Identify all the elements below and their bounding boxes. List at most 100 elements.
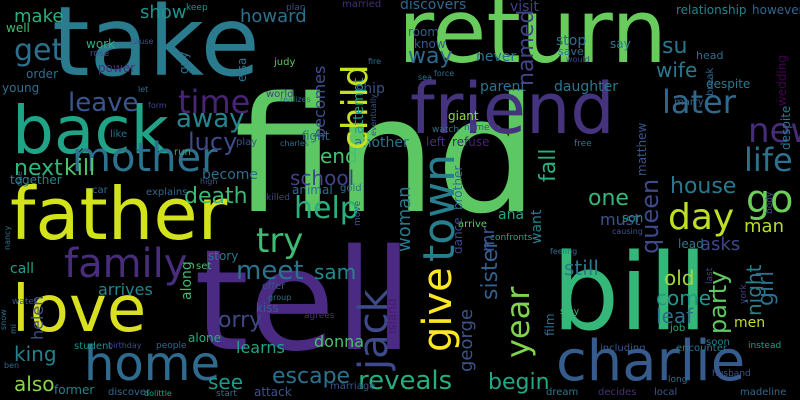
word-heart: encounter xyxy=(676,343,727,354)
word-get: get xyxy=(14,33,64,68)
word-plan: world xyxy=(266,89,294,100)
word-never: never xyxy=(476,49,517,65)
word-long: marriage xyxy=(330,381,376,392)
word-run: together xyxy=(10,173,62,187)
word-rose: force xyxy=(434,69,455,78)
word-fire: marry xyxy=(674,97,704,108)
word-leave: leave xyxy=(68,88,139,118)
word-giant: giant xyxy=(448,109,479,123)
word-arrive: agrees xyxy=(304,311,335,321)
word-show: show xyxy=(140,2,187,23)
word-feeling: gold xyxy=(340,183,362,194)
word-marriage: dolittle xyxy=(144,389,172,398)
word-name: nancy xyxy=(3,225,12,250)
word-turn: job xyxy=(670,323,686,334)
word-friend: friend xyxy=(410,68,615,150)
word-explains: let xyxy=(138,85,149,94)
word-lead: lead xyxy=(678,237,704,251)
word-see: see xyxy=(208,370,244,394)
word-call: call xyxy=(10,261,35,277)
word-take: take xyxy=(52,0,260,98)
word-son: son xyxy=(622,211,644,225)
word-gold: group xyxy=(268,293,292,302)
word-ana: ana xyxy=(498,207,525,223)
word-judy: elsa xyxy=(235,57,249,82)
word-learns: learns xyxy=(236,338,285,357)
word-girl: girl xyxy=(754,270,779,306)
word-another: another xyxy=(354,135,409,151)
word-back: back xyxy=(12,92,169,169)
word-give: give xyxy=(415,267,461,352)
word-group: explains xyxy=(146,187,188,198)
word-play: rose xyxy=(90,49,110,59)
word-fight: fight xyxy=(302,129,330,143)
word-room: room xyxy=(408,25,440,39)
word-man: man xyxy=(744,216,784,237)
word-parent: parent xyxy=(480,79,526,95)
word-day: day xyxy=(668,197,735,238)
word-hospital: including xyxy=(600,343,646,354)
word-say: say xyxy=(610,37,631,51)
word-former: body xyxy=(765,191,775,214)
word-lucy: lucy xyxy=(188,128,238,156)
word-end: end xyxy=(320,144,358,168)
word-dream: discover xyxy=(108,387,151,398)
word-despite: despite xyxy=(779,105,793,150)
word-confronts: killed xyxy=(266,193,290,203)
word-mother: mother xyxy=(72,135,218,181)
word-sam: sam xyxy=(314,260,357,284)
word-away: away xyxy=(176,104,245,134)
word-killed: dae xyxy=(15,171,24,186)
word-including: instead xyxy=(748,341,782,351)
word-attempt: attempt xyxy=(351,77,367,134)
word-along: offer xyxy=(262,281,286,292)
word-bill: bill xyxy=(552,231,708,354)
word-george: george xyxy=(456,308,477,372)
word-young: well xyxy=(6,21,30,35)
word-tell: tell xyxy=(194,220,413,383)
word-new: new xyxy=(748,111,800,151)
word-begin: begin xyxy=(488,370,550,395)
word-move: high xyxy=(200,177,218,186)
word-wife: wife xyxy=(656,58,698,82)
word-attack: former xyxy=(54,383,95,397)
word-orry: orry xyxy=(218,308,263,333)
word-set: story xyxy=(208,249,239,263)
word-ship: ship xyxy=(356,81,385,97)
word-island: along xyxy=(179,261,195,300)
word-queen: queen xyxy=(636,178,664,254)
word-causing: move xyxy=(353,200,363,226)
word-body: causing xyxy=(612,227,643,236)
word-guy: keep xyxy=(186,3,208,13)
word-later: later xyxy=(662,83,736,121)
word-find: find xyxy=(234,62,538,249)
word-relationship: break xyxy=(705,67,716,96)
word-return: return xyxy=(398,0,668,83)
word-make: make xyxy=(14,6,64,27)
word-know: know xyxy=(414,37,446,51)
word-finally: film xyxy=(543,313,557,336)
word-house: house xyxy=(670,174,737,199)
word-brother: dance xyxy=(451,217,465,254)
word-last: confronts xyxy=(490,233,533,243)
word-dance: island xyxy=(385,298,399,335)
word-mr: mr xyxy=(478,227,499,252)
word-save: save xyxy=(558,45,584,58)
word-marry: charles xyxy=(280,139,309,148)
word-wedding: wedding xyxy=(775,55,789,106)
word-madeline: local xyxy=(654,387,678,398)
word-stay: soon xyxy=(706,337,730,348)
word-meet: meet xyxy=(236,256,304,286)
word-donna: donna xyxy=(314,332,365,351)
word-story: run xyxy=(174,147,191,158)
word-instead: decides xyxy=(598,387,637,398)
word-agrees: car xyxy=(92,185,108,196)
word-together: guy xyxy=(177,51,191,74)
word-become: become xyxy=(202,167,259,183)
word-still: still xyxy=(564,256,599,280)
word-matthew: matthew xyxy=(635,122,649,176)
word-kiss: alone xyxy=(188,331,222,345)
word-also: also xyxy=(14,372,55,396)
word-discover: birthday xyxy=(108,341,142,350)
word-reveals: reveals xyxy=(358,366,453,396)
